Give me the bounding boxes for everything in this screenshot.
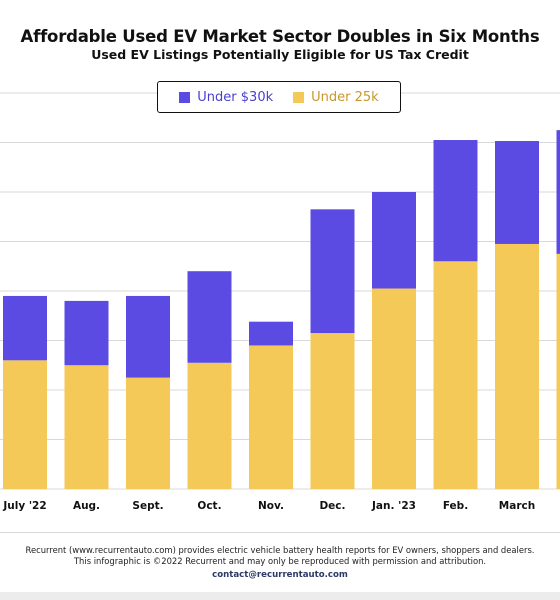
x-tick-labels: July '22 Aug. Sept. Oct. Nov. Dec. Jan. '23 Feb… bbox=[2, 500, 535, 512]
bar-under-25k-6 bbox=[372, 288, 416, 489]
chart-title: Affordable Used EV Market Sector Doubles… bbox=[20, 27, 540, 46]
bar-under-30k-9 bbox=[556, 130, 560, 254]
x-tick-label: Jan. '23 bbox=[371, 500, 416, 512]
bar-under-25k-7 bbox=[433, 261, 478, 489]
legend-item-under-25k: Under 25k bbox=[293, 90, 379, 105]
x-tick-label: Dec. bbox=[319, 500, 345, 512]
footer-contact-link[interactable]: contact@recurrentauto.com bbox=[212, 570, 348, 580]
legend-label-under-25k: Under 25k bbox=[311, 89, 379, 105]
bar-under-30k-2 bbox=[126, 295, 170, 378]
x-tick-label: Oct. bbox=[197, 500, 221, 512]
chart-subtitle: Used EV Listings Potentially Eligible fo… bbox=[91, 47, 469, 62]
bar-under-25k-9 bbox=[556, 253, 560, 489]
bar-under-30k-1 bbox=[64, 300, 109, 366]
footer-copyright: This infographic is ©2022 Recurrent and … bbox=[73, 556, 487, 566]
x-tick-label: Feb. bbox=[443, 500, 468, 512]
bar-under-25k-5 bbox=[310, 333, 355, 489]
x-tick-label: March bbox=[499, 500, 535, 512]
bar-under-25k-4 bbox=[249, 345, 293, 489]
bars bbox=[3, 130, 560, 489]
x-tick-label: July '22 bbox=[2, 500, 46, 512]
bar-under-30k-8 bbox=[495, 141, 539, 244]
bottom-bar bbox=[0, 592, 560, 600]
legend-label-under-30k: Under $30k bbox=[197, 89, 274, 105]
bar-under-25k-1 bbox=[64, 365, 109, 489]
bar-under-25k-0 bbox=[3, 360, 47, 489]
bar-under-30k-0 bbox=[3, 295, 47, 361]
legend-swatch-under-30k bbox=[179, 91, 191, 103]
legend: Under $30k Under 25k bbox=[157, 81, 401, 113]
bar-under-30k-7 bbox=[433, 140, 478, 262]
bar-under-25k-2 bbox=[126, 377, 170, 489]
footer-divider bbox=[0, 532, 560, 533]
legend-item-under-30k: Under $30k bbox=[179, 90, 273, 105]
x-tick-label: Aug. bbox=[73, 500, 100, 512]
x-tick-label: Sept. bbox=[132, 500, 163, 512]
footer-description: Recurrent (www.recurrentauto.com) provid… bbox=[25, 545, 535, 555]
bar-under-25k-3 bbox=[187, 362, 232, 489]
bar-under-30k-5 bbox=[310, 209, 355, 334]
x-tick-label: Nov. bbox=[258, 500, 284, 512]
bar-under-30k-4 bbox=[249, 321, 293, 346]
bar-under-30k-6 bbox=[372, 192, 416, 289]
bar-under-30k-3 bbox=[187, 271, 232, 363]
legend-swatch-under-25k bbox=[293, 91, 305, 103]
bar-under-25k-8 bbox=[495, 243, 539, 489]
